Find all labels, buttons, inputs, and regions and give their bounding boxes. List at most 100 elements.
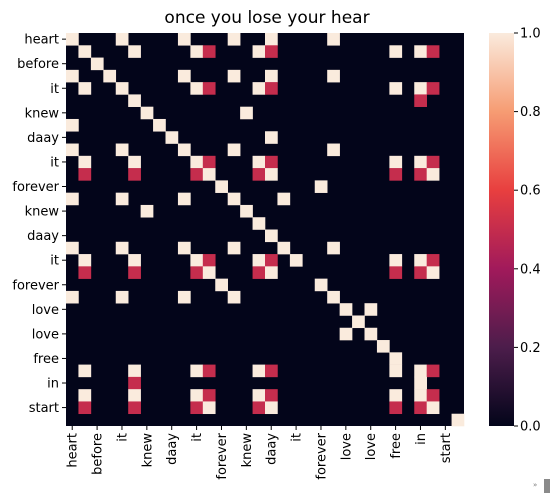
heatmap-cell	[115, 82, 129, 95]
heatmap-cell	[327, 290, 340, 304]
heatmap-cell	[339, 303, 353, 316]
heatmap-cell	[352, 315, 365, 329]
y-tick-label: daay	[27, 131, 59, 146]
y-tick-label: forever	[12, 180, 59, 195]
heatmap-cell	[128, 168, 141, 181]
heatmap-cell	[364, 303, 378, 316]
heatmap-cell	[265, 33, 278, 46]
heatmap-cell	[426, 389, 440, 402]
heatmap-cell	[277, 192, 291, 206]
heatmap-cell	[289, 254, 303, 267]
heatmap-cell	[414, 82, 427, 95]
y-tick-label: before	[17, 57, 59, 72]
heatmap-cell	[128, 364, 141, 378]
heatmap-cell	[177, 241, 191, 255]
y-tick-label: start	[29, 401, 59, 416]
heatmap-cell	[202, 168, 216, 181]
heatmap-cell	[78, 82, 92, 95]
heatmap-cell	[252, 45, 266, 58]
heatmap-cell	[190, 254, 204, 267]
y-tick-label: knew	[25, 205, 60, 220]
heatmap-cell	[190, 389, 204, 402]
heatmap-cell	[202, 364, 216, 378]
y-tick-label: forever	[12, 278, 59, 293]
heatmap-cell	[265, 82, 278, 95]
heatmap-cell	[78, 401, 92, 415]
heatmap-cell	[115, 143, 129, 157]
heatmap-cell	[265, 131, 278, 144]
heatmap-cell	[177, 143, 191, 157]
heatmap-cell	[389, 45, 403, 58]
heatmap-cell	[66, 192, 79, 206]
heatmap-cell	[190, 401, 204, 415]
heatmap-cell	[327, 241, 340, 255]
colorbar-tick-label: 0.6	[520, 184, 541, 199]
heatmap-cell	[265, 69, 278, 83]
heatmap-cell	[115, 241, 129, 255]
heatmap-cell	[78, 254, 92, 267]
heatmap-cell	[277, 241, 291, 255]
heatmap-cell	[177, 33, 191, 46]
heatmap-cell	[190, 82, 204, 95]
y-tick-label: it	[50, 254, 59, 269]
heatmap-cell	[66, 33, 79, 46]
heatmap-cell	[115, 192, 129, 206]
heatmap-cell	[202, 401, 216, 415]
heatmap-cell	[140, 106, 154, 120]
heatmap-cell	[389, 155, 403, 169]
heatmap-cell	[414, 168, 427, 181]
heatmap-cell	[252, 217, 266, 230]
heatmap-cell	[389, 401, 403, 415]
heatmap-cell	[252, 389, 266, 402]
heatmap-cell	[376, 340, 390, 353]
y-tick-label: it	[50, 82, 59, 97]
heatmap-cell	[389, 168, 403, 181]
y-tick-label: it	[50, 155, 59, 170]
heatmap-cell	[202, 82, 216, 95]
heatmap-cell	[265, 229, 278, 243]
heatmap-cell	[190, 168, 204, 181]
heatmap-cell	[177, 69, 191, 83]
heatmap-cell	[66, 143, 79, 157]
heatmap-cell	[128, 266, 141, 279]
x-tick-label: it	[190, 433, 205, 442]
heatmap-cell	[265, 389, 278, 402]
y-tick-label: love	[32, 327, 59, 342]
heatmap-cell	[265, 401, 278, 415]
heatmap-cell	[414, 376, 427, 390]
heatmap-cell	[414, 266, 427, 279]
heatmap-cell	[103, 69, 117, 83]
heatmap-cell	[227, 143, 241, 157]
y-tick-label: free	[33, 352, 59, 367]
heatmap-cell	[426, 168, 440, 181]
x-axis: heart before it knew daay it forever knew daay it…	[66, 426, 454, 480]
heatmap-cell	[78, 389, 92, 402]
heatmap-cell	[414, 389, 427, 402]
heatmap-cell	[252, 254, 266, 267]
x-tick-label: daay	[165, 433, 180, 465]
heatmap-cell	[78, 45, 92, 58]
heatmap-cell	[414, 401, 427, 415]
scroll-handle[interactable]	[544, 479, 550, 493]
heatmap-cell	[426, 401, 440, 415]
x-tick-label: love	[364, 433, 379, 460]
heatmap-cell	[426, 266, 440, 279]
heatmap-cell	[252, 155, 266, 169]
x-tick-label: heart	[66, 433, 81, 468]
heatmap-cell	[314, 180, 328, 193]
heatmap-cell	[265, 45, 278, 58]
heatmap-cell	[202, 254, 216, 267]
heatmap-cell	[227, 192, 241, 206]
heatmap-cell	[128, 155, 141, 169]
heatmap-cell	[414, 155, 427, 169]
y-tick-label: daay	[27, 229, 59, 244]
x-tick-label: forever	[215, 432, 230, 479]
expand-icon[interactable]: »	[533, 481, 538, 489]
heatmap-cell	[215, 180, 228, 193]
x-tick-label: in	[414, 433, 429, 445]
heatmap-cell	[66, 241, 79, 255]
y-tick-label: in	[47, 377, 59, 392]
heatmap-cell	[252, 168, 266, 181]
heatmap-cell	[265, 155, 278, 169]
x-tick-label: forever	[314, 432, 329, 479]
